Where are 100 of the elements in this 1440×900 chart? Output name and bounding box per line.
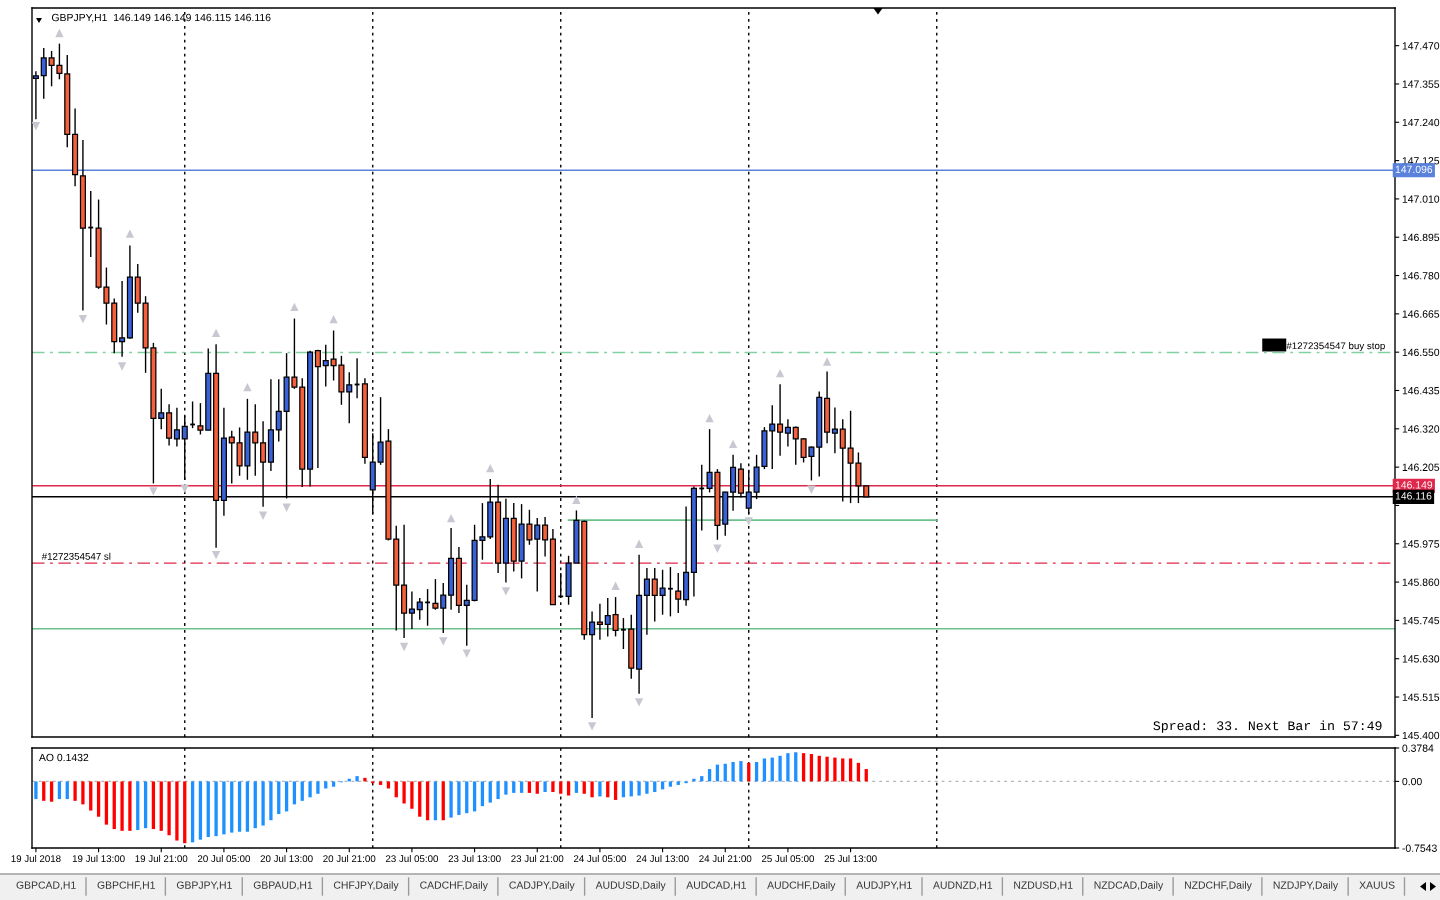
candlestick [119,280,126,358]
point [211,328,221,338]
bar [402,781,406,804]
bar [136,781,140,830]
candlestick [40,47,47,100]
bar [253,781,257,829]
point [587,722,597,731]
bar [308,781,312,798]
bar [378,781,383,785]
bar [65,781,69,800]
point [446,513,456,523]
y-tick-label: 146.205 [1402,463,1440,471]
bar [386,781,391,789]
bar [89,781,93,811]
ref-line-label: 146.149 [1395,481,1433,489]
bar [394,781,398,798]
candlestick [534,517,541,593]
bar [214,781,218,837]
bar [762,758,767,782]
bar [237,781,242,832]
y-tick-label: 147.125 [1402,157,1440,165]
bar [841,758,845,782]
bar [457,781,461,815]
chart-title: GBPJPY,H1 146.149 146.149 146.115 146.116 [51,13,271,23]
bar [621,781,626,798]
text: AUDCAD,H1 [686,881,746,891]
x-tick-label: 23 Jul 21:00 [511,854,564,863]
bar [128,781,132,831]
bar [269,781,273,821]
bar [543,781,547,792]
point [705,413,714,423]
point [775,369,785,378]
point [634,539,644,548]
bar [645,781,649,794]
bar [331,781,336,787]
y-tick-label: 147.470 [1402,42,1440,50]
point [501,587,511,596]
point [744,517,753,526]
bar [778,755,782,782]
bar [519,781,524,793]
y-tick-label: 145.630 [1402,655,1440,663]
point [329,315,338,324]
x-tick-label: 23 Jul 13:00 [448,854,501,863]
point [32,122,41,131]
bar [480,781,485,807]
x-tick-label: 24 Jul 21:00 [699,854,752,863]
bar [120,781,124,831]
bar [190,781,195,843]
text: AUDJPY,H1 [856,881,912,891]
bar [49,781,54,802]
bar [81,781,85,805]
bar [825,756,829,782]
text: CHFJPY,Daily [333,881,399,891]
bar [57,781,62,800]
candlestick [158,388,165,430]
x-tick-label: 25 Jul 05:00 [761,854,815,863]
bar [42,781,46,801]
bar [629,781,633,797]
bar [433,781,438,821]
candlestick [322,344,329,388]
bar [535,781,539,794]
candlestick [651,567,658,623]
text: GBPCHF,H1 [97,881,155,891]
bar [167,781,171,836]
bar [606,781,610,798]
y-tick-label: 146.780 [1402,272,1440,280]
point [822,357,832,366]
bar [848,758,853,782]
bar [731,761,735,782]
point [634,698,644,707]
point [243,382,252,392]
y-tick-label: 145.400 [1402,731,1440,740]
bar [653,781,657,792]
y-tick-label: 146.895 [1402,233,1440,242]
bar [159,781,163,831]
candlestick [667,566,674,618]
point [282,503,291,512]
y-tick-label: 145.860 [1402,578,1440,586]
bar [496,781,500,800]
text: XAUUS [1359,881,1395,889]
bar [504,781,508,795]
bar [582,781,586,794]
bar [324,781,328,789]
point [125,229,135,238]
x-tick-label: 19 Jul 13:00 [72,854,125,863]
bar [668,781,673,787]
bar [598,781,602,797]
bar [355,776,359,782]
text: NZDCAD,Daily [1094,881,1164,891]
y-tick-label: 147.355 [1402,80,1440,88]
bar [449,781,453,818]
candlestick [275,378,282,443]
ref-line-label: 146.116 [1395,492,1432,500]
text: GBPAUD,H1 [253,881,313,891]
bar [34,781,38,800]
candlestick [228,430,235,485]
point [728,439,738,448]
ref-line-label: #1272354547 sl [41,552,111,560]
candlestick [346,371,353,424]
bar [418,781,422,817]
